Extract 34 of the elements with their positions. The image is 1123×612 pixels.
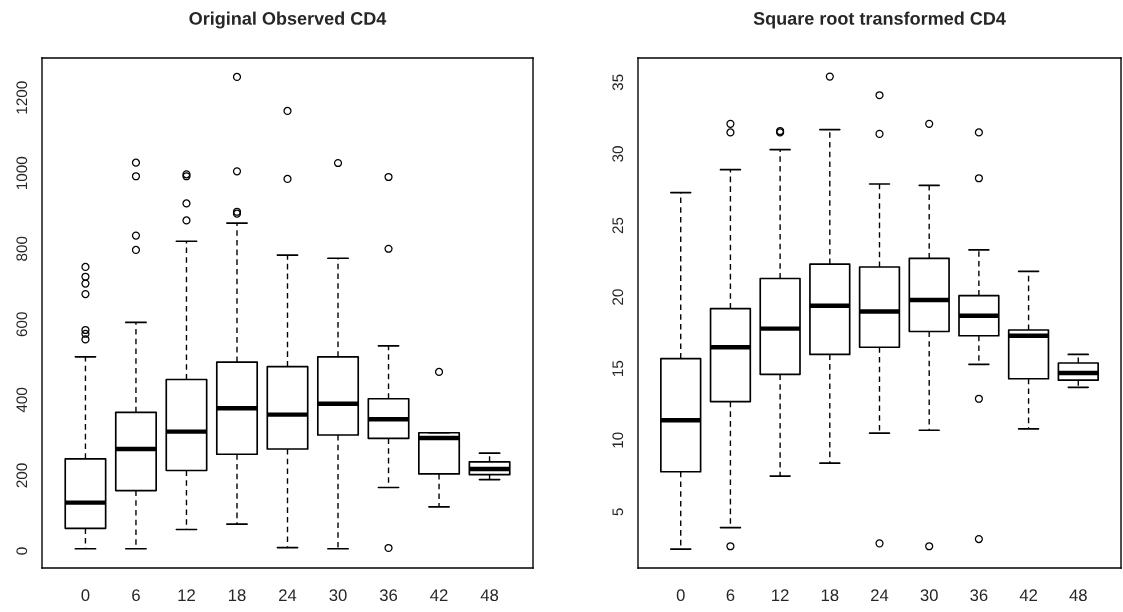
x-tick-label: 24: [279, 589, 297, 601]
x-tick-label: 18: [228, 589, 246, 602]
y-tick-label: 30: [612, 146, 624, 162]
x-tick-label: 36: [379, 589, 398, 602]
x-tick-label: 30: [920, 589, 938, 602]
y-tick-label: 20: [612, 289, 624, 305]
x-tick-label: 36: [970, 589, 988, 602]
y-tick-label: 15: [612, 360, 624, 377]
x-tick-label: 42: [430, 589, 448, 601]
x-tick-label: 12: [772, 589, 789, 601]
y-tick-label: 200: [16, 463, 28, 488]
y-tick-label: 0: [16, 547, 28, 555]
x-tick-label: 6: [726, 589, 735, 602]
y-tick-label: 600: [16, 312, 28, 337]
chart-title: Original Observed CD4: [189, 11, 387, 29]
y-tick-label: 800: [16, 236, 28, 261]
x-tick-label: 42: [1019, 589, 1038, 601]
x-tick-label: 24: [871, 589, 889, 601]
x-tick-label: 18: [821, 589, 839, 602]
y-tick-label: 35: [612, 74, 624, 91]
x-tick-label: 6: [132, 589, 140, 602]
x-tick-label: 12: [178, 589, 195, 601]
chart-title: Square root transformed CD4: [753, 11, 1006, 29]
y-tick-label: 5: [612, 508, 624, 516]
x-tick-label: 48: [1069, 589, 1087, 602]
x-tick-label: 0: [81, 589, 90, 602]
x-tick-label: 30: [329, 589, 347, 602]
y-tick-label: 1000: [16, 156, 28, 190]
y-tick-label: 10: [612, 432, 624, 448]
y-tick-label: 1200: [16, 81, 28, 114]
y-tick-label: 400: [16, 387, 28, 413]
x-tick-label: 0: [676, 589, 685, 602]
x-tick-label: 48: [480, 589, 499, 602]
y-tick-label: 25: [612, 217, 624, 234]
